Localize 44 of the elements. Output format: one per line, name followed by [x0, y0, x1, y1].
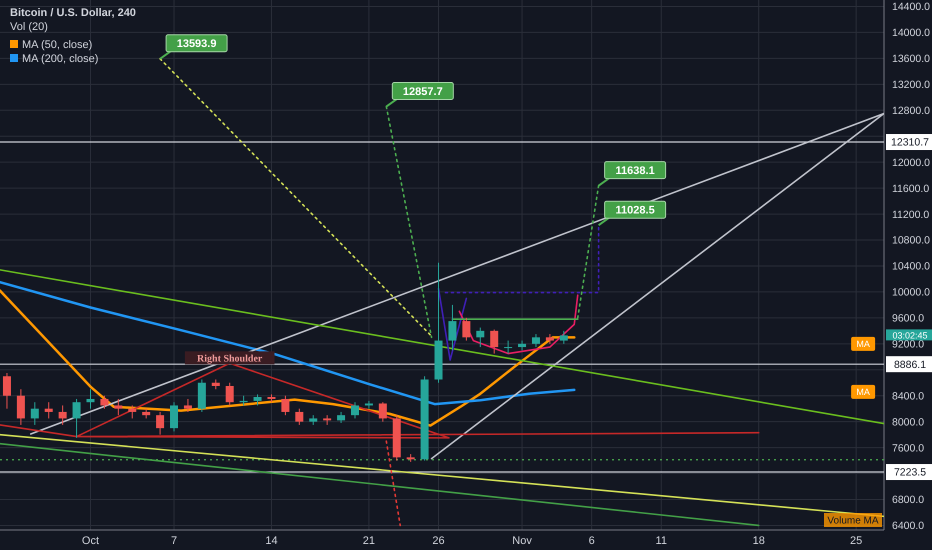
annotation: 12857.7: [402, 86, 443, 98]
annotation: Vol (20): [10, 21, 48, 33]
y-tick-label: 8000.0: [892, 416, 924, 428]
text: 03:02:45: [892, 330, 928, 340]
ref-line-label: 7223.5: [894, 466, 926, 479]
ref-line-label: 8886.1: [894, 358, 926, 371]
x-tick-label: 6: [588, 535, 595, 547]
x-tick-label: 21: [362, 535, 376, 547]
x-tick-label: 14: [265, 535, 278, 547]
y-tick-label: 12800.0: [892, 104, 930, 117]
annotation: Volume MA: [827, 516, 879, 526]
text: Bitcoin / U.S. Dollar, 240: [10, 7, 136, 19]
annotation: 11638.1: [616, 165, 655, 178]
y-tick-label: 10800.0: [892, 234, 930, 247]
y-tick-label: 9200.0: [892, 338, 924, 350]
x-tick-label: Nov: [512, 535, 532, 547]
y-tick-label: 14400.0: [892, 1, 930, 14]
y-tick-label: 12000.0: [892, 156, 930, 169]
annotation: MA: [856, 386, 870, 397]
x-tick-label: 25: [850, 535, 862, 547]
annotation: 11028.5: [616, 204, 655, 217]
y-tick-label: 8400.0: [892, 390, 924, 402]
ref-line-label: 12310.7: [891, 136, 930, 149]
y-tick-label: 7600.0: [892, 442, 924, 454]
y-tick-label: 13200.0: [892, 79, 930, 92]
x-tick-label: 18: [752, 535, 765, 547]
y-tick-label: 13600.0: [892, 53, 930, 66]
y-tick-label: 11200.0: [892, 208, 930, 221]
legend-label: MA (200, close): [22, 52, 98, 65]
x-tick-label: 26: [432, 535, 445, 547]
annotation: 13593.9: [176, 38, 216, 50]
y-tick-label: 6800.0: [892, 494, 924, 506]
y-tick-label: 14000.0: [892, 27, 930, 40]
y-tick-label: 10000.0: [892, 286, 930, 299]
annotation: MA: [856, 338, 870, 349]
legend-label: MA (50, close): [22, 38, 92, 51]
y-tick-label: 11600.0: [892, 182, 930, 195]
annotation: Right Shoulder: [197, 353, 263, 364]
x-tick-label: 11: [656, 535, 667, 547]
y-tick-label: 9600.0: [892, 312, 924, 325]
y-tick-label: 10400.0: [892, 260, 930, 273]
x-tick-label: Oct: [82, 535, 100, 547]
x-tick-label: 7: [170, 535, 178, 547]
y-tick-label: 6400.0: [892, 520, 924, 532]
